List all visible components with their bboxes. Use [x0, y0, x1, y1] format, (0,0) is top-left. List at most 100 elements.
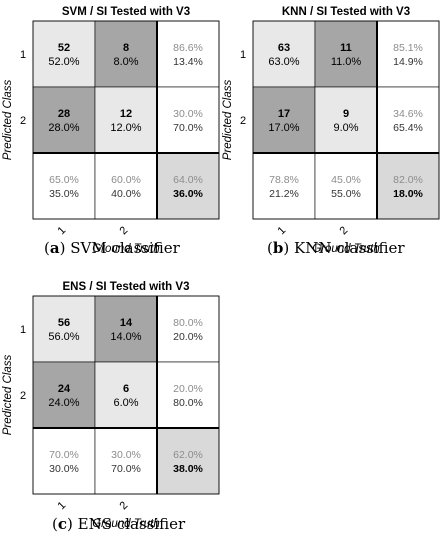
confusion-matrix-1: SVM / SI Tested with V3 52 52.0% 8 8.0% 28 28.… [2, 6, 220, 255]
row-summary-cell [156, 295, 220, 363]
total-error: 36.0% [173, 188, 203, 200]
col-summary-cell [314, 152, 378, 220]
row-summary-cell [156, 20, 220, 88]
x-tick-label: 2 [337, 224, 350, 237]
y-axis-label: Predicted Class [2, 354, 14, 435]
total-accuracy: 82.0% [393, 174, 423, 186]
col-summary-cell [32, 427, 96, 495]
col-miss-rate: 35.0% [49, 188, 79, 200]
x-tick-label: 1 [275, 224, 288, 237]
col-summary-cell [32, 152, 96, 220]
y-tick-label: 2 [20, 390, 26, 402]
col-miss-rate: 55.0% [331, 188, 361, 200]
cell-percent: 24.0% [48, 397, 79, 409]
row-summary-cell [376, 20, 440, 88]
caption-text: SVM classifier [65, 239, 180, 257]
subfigure-caption: (b) KNN classifier [267, 239, 405, 257]
cell-count: 56 [58, 317, 70, 329]
row-precision: 20.0% [173, 383, 203, 395]
cell-percent: 9.0% [333, 122, 358, 134]
x-tick-label: 2 [117, 224, 130, 237]
chart-title: ENS / SI Tested with V3 [63, 281, 190, 293]
y-tick-label: 1 [20, 49, 26, 61]
cell-percent: 56.0% [48, 331, 79, 343]
cell-percent: 11.0% [331, 56, 362, 68]
matrix-cell [252, 86, 316, 154]
row-false-discovery: 70.0% [173, 122, 203, 134]
cell-count: 6 [123, 383, 129, 395]
matrix-cell [314, 86, 378, 154]
y-axis-label: Predicted Class [2, 79, 14, 160]
matrix-cell [32, 295, 96, 363]
chart-title: SVM / SI Tested with V3 [62, 6, 190, 18]
col-summary-cell [94, 152, 158, 220]
cell-percent: 14.0% [110, 331, 141, 343]
matrix-cell [94, 361, 158, 429]
total-accuracy-cell [156, 152, 220, 220]
cell-percent: 12.0% [110, 122, 141, 134]
matrix-cell [94, 20, 158, 88]
total-accuracy-cell [376, 152, 440, 220]
total-error: 18.0% [393, 188, 423, 200]
cell-percent: 63.0% [268, 56, 299, 68]
y-tick-label: 1 [20, 324, 26, 336]
col-summary-cell [252, 152, 316, 220]
cell-count: 9 [343, 108, 349, 120]
subfigure-caption: (c) ENS classifier [52, 515, 185, 533]
cell-count: 28 [58, 108, 70, 120]
confusion-matrix-3: ENS / SI Tested with V3 56 56.0% 14 14.0% 24 2… [2, 281, 220, 530]
chart-title: KNN / SI Tested with V3 [282, 6, 410, 18]
matrix-cell [94, 295, 158, 363]
caption-tag: (a) [44, 239, 66, 257]
col-recall: 45.0% [331, 174, 361, 186]
cell-percent: 6.0% [113, 397, 138, 409]
subfigure-caption: (a) SVM classifier [44, 239, 180, 257]
row-false-discovery: 65.4% [393, 122, 423, 134]
caption-text: ENS classifier [72, 515, 186, 533]
row-false-discovery: 20.0% [173, 331, 203, 343]
cell-count: 14 [120, 317, 133, 329]
row-precision: 30.0% [173, 108, 203, 120]
cell-count: 52 [58, 42, 70, 54]
total-accuracy-cell [156, 427, 220, 495]
matrix-cell [314, 20, 378, 88]
row-false-discovery: 13.4% [173, 56, 203, 68]
row-summary-cell [156, 361, 220, 429]
total-error: 38.0% [173, 463, 203, 475]
caption-tag: (b) [267, 239, 290, 257]
cell-percent: 8.0% [113, 56, 138, 68]
x-tick-label: 1 [55, 499, 68, 512]
row-precision: 34.6% [393, 108, 423, 120]
matrix-border [32, 20, 220, 220]
row-summary-cell [376, 86, 440, 154]
cell-count: 12 [120, 108, 132, 120]
x-tick-label: 1 [55, 224, 68, 237]
y-tick-label: 2 [240, 115, 246, 127]
y-axis-label: Predicted Class [222, 79, 234, 160]
col-recall: 70.0% [49, 449, 79, 461]
col-recall: 78.8% [269, 174, 299, 186]
cell-count: 8 [123, 42, 129, 54]
confusion-matrix-2: KNN / SI Tested with V36363.0%1111.0%171… [222, 6, 440, 255]
matrix-cell [94, 86, 158, 154]
matrix-cell [32, 86, 96, 154]
col-miss-rate: 40.0% [111, 188, 141, 200]
col-recall: 30.0% [111, 449, 141, 461]
cell-count: 24 [58, 383, 71, 395]
col-summary-cell [94, 427, 158, 495]
row-precision: 80.0% [173, 317, 203, 329]
row-precision: 85.1% [393, 42, 423, 54]
col-miss-rate: 70.0% [111, 463, 141, 475]
x-axis-label: Ground Truth [92, 518, 160, 530]
matrix-cell [32, 20, 96, 88]
col-recall: 65.0% [49, 174, 79, 186]
total-accuracy: 62.0% [173, 449, 203, 461]
x-axis-label: Ground Truth [312, 243, 380, 255]
col-miss-rate: 30.0% [49, 463, 79, 475]
cell-percent: 28.0% [48, 122, 79, 134]
x-axis-label: Ground Truth [92, 243, 160, 255]
row-false-discovery: 80.0% [173, 397, 203, 409]
row-precision: 86.6% [173, 42, 203, 54]
